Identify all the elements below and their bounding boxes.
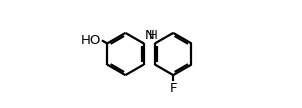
Text: N: N	[144, 29, 154, 42]
Text: H: H	[149, 29, 158, 42]
Text: F: F	[169, 82, 177, 94]
Text: HO: HO	[81, 34, 101, 47]
